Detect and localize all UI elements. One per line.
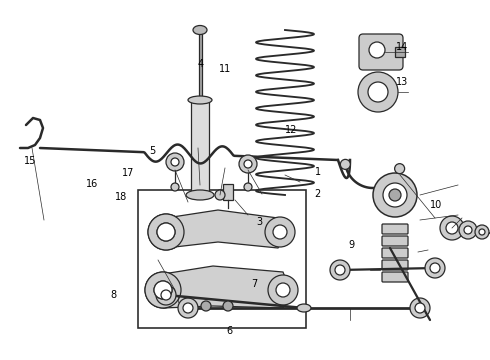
Circle shape	[215, 190, 225, 200]
Text: 10: 10	[430, 200, 442, 210]
Ellipse shape	[297, 304, 311, 312]
Text: 17: 17	[122, 168, 135, 178]
Text: 16: 16	[86, 179, 98, 189]
Circle shape	[440, 216, 464, 240]
Circle shape	[276, 283, 290, 297]
Text: 3: 3	[257, 217, 263, 228]
Circle shape	[410, 298, 430, 318]
Text: 7: 7	[252, 279, 258, 289]
Circle shape	[156, 285, 176, 305]
Bar	[138, 190, 306, 328]
Circle shape	[244, 183, 252, 191]
Circle shape	[157, 223, 175, 241]
Circle shape	[335, 265, 345, 275]
Circle shape	[425, 258, 445, 278]
Circle shape	[166, 153, 184, 171]
Circle shape	[383, 183, 407, 207]
Circle shape	[341, 159, 350, 170]
Circle shape	[446, 222, 458, 234]
Circle shape	[171, 158, 179, 166]
Circle shape	[148, 214, 184, 250]
Text: 9: 9	[349, 240, 355, 250]
Circle shape	[358, 72, 398, 112]
Circle shape	[171, 183, 179, 191]
Text: 11: 11	[220, 64, 232, 74]
Circle shape	[148, 214, 184, 250]
Text: 13: 13	[395, 77, 408, 87]
Circle shape	[157, 223, 175, 241]
Circle shape	[178, 298, 198, 318]
Circle shape	[273, 225, 287, 239]
Polygon shape	[166, 210, 286, 248]
Circle shape	[183, 303, 193, 313]
Circle shape	[389, 189, 401, 201]
Circle shape	[154, 281, 172, 299]
Bar	[223, 184, 233, 200]
Text: 12: 12	[285, 125, 297, 135]
Text: 5: 5	[149, 146, 155, 156]
Text: 14: 14	[395, 42, 408, 52]
Text: 8: 8	[111, 290, 117, 300]
Circle shape	[430, 263, 440, 273]
Circle shape	[145, 272, 181, 308]
Circle shape	[239, 155, 257, 173]
Text: 18: 18	[116, 192, 128, 202]
FancyBboxPatch shape	[382, 224, 408, 234]
Text: 6: 6	[226, 326, 232, 336]
Bar	[198, 28, 201, 100]
Circle shape	[145, 272, 181, 308]
Text: 2: 2	[315, 189, 320, 199]
Circle shape	[373, 173, 417, 217]
Ellipse shape	[188, 96, 212, 104]
Circle shape	[464, 226, 472, 234]
Bar	[191, 100, 209, 195]
FancyBboxPatch shape	[359, 34, 403, 70]
Ellipse shape	[186, 190, 214, 200]
Circle shape	[223, 301, 233, 311]
Circle shape	[475, 225, 489, 239]
Circle shape	[415, 303, 425, 313]
Polygon shape	[163, 266, 290, 308]
Circle shape	[330, 260, 350, 280]
Circle shape	[161, 290, 171, 300]
Circle shape	[369, 42, 385, 58]
Text: 15: 15	[24, 156, 37, 166]
Circle shape	[368, 82, 388, 102]
Circle shape	[154, 281, 172, 299]
FancyBboxPatch shape	[382, 260, 408, 270]
Circle shape	[201, 301, 211, 311]
Circle shape	[394, 164, 405, 174]
Circle shape	[459, 221, 477, 239]
Circle shape	[265, 217, 295, 247]
Circle shape	[479, 229, 485, 235]
Text: 1: 1	[315, 167, 320, 177]
Ellipse shape	[193, 26, 207, 35]
Circle shape	[244, 160, 252, 168]
FancyBboxPatch shape	[382, 272, 408, 282]
Bar	[395, 47, 405, 57]
Circle shape	[268, 275, 298, 305]
Text: 4: 4	[198, 59, 204, 69]
FancyBboxPatch shape	[382, 236, 408, 246]
FancyBboxPatch shape	[382, 248, 408, 258]
